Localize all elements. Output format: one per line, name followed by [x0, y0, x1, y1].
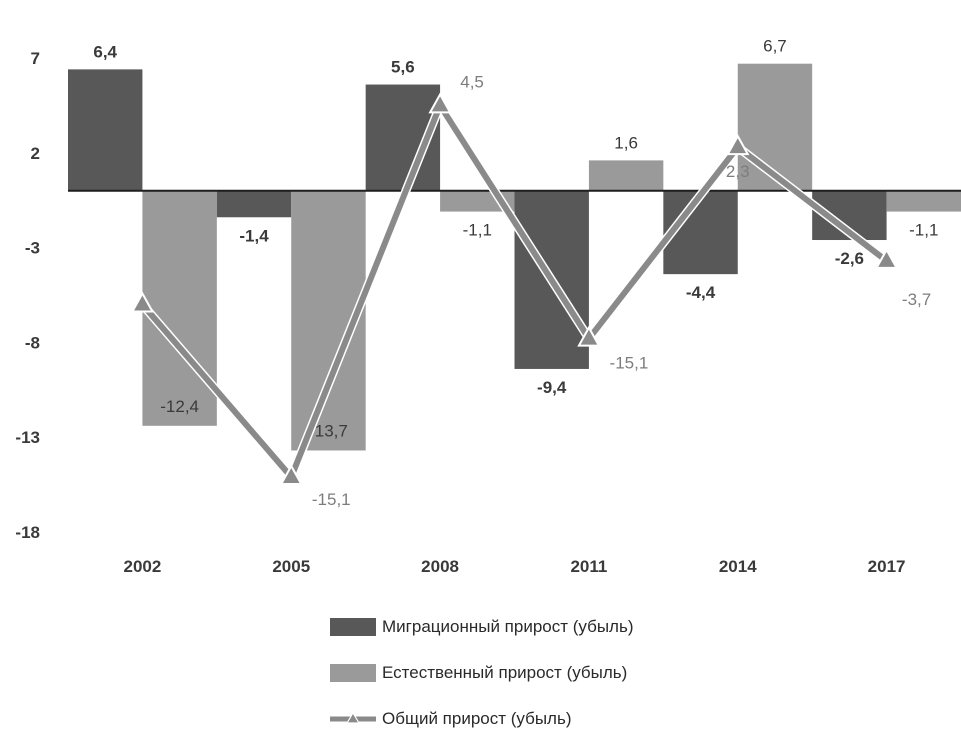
legend-item-total: Общий прирост (убыль): [330, 696, 634, 742]
total-line: [140, 102, 889, 481]
x-tick-label: 2005: [272, 557, 310, 576]
data-label-natural: -1,1: [463, 221, 492, 240]
data-label-total: 4,5: [460, 72, 484, 91]
bar-migration: [216, 190, 292, 218]
total-point-marker: [428, 92, 452, 114]
legend-label-total: Общий прирост (убыль): [382, 709, 572, 728]
total-point-marker: [577, 325, 601, 347]
data-label-total: 2,3: [726, 162, 750, 181]
bar-natural: [142, 190, 217, 426]
data-label-migration: 6,4: [93, 42, 117, 61]
total-point-marker: [726, 134, 750, 156]
legend-swatch-total: [330, 710, 376, 728]
y-tick-label: 7: [31, 49, 40, 68]
bar-natural: [588, 160, 664, 191]
y-tick-label: -3: [25, 239, 40, 258]
bar-natural: [886, 190, 961, 212]
data-label-natural: 6,7: [763, 37, 787, 56]
total-point-marker: [130, 291, 155, 313]
legend-label-migration: Миграционный прирост (убыль): [382, 617, 634, 636]
legend-line-triangle-icon: [330, 711, 376, 724]
legend-label-natural: Естественный прирост (убыль): [382, 663, 628, 682]
data-label-migration: 5,6: [391, 58, 415, 77]
y-tick-label: -13: [15, 428, 40, 447]
y-tick-label: 2: [31, 144, 40, 163]
legend-swatch-migration: [330, 618, 376, 636]
legend-item-migration: Миграционный прирост (убыль): [330, 604, 634, 650]
total-point-marker: [874, 247, 899, 269]
data-label-migration: -1,4: [239, 226, 269, 245]
data-label-migration: -9,4: [537, 378, 567, 397]
bar-natural: [737, 63, 813, 191]
legend-item-natural: Естественный прирост (убыль): [330, 650, 634, 696]
data-label-natural: -1,1: [909, 221, 938, 240]
y-tick-label: -8: [25, 333, 40, 352]
legend-swatch-natural: [330, 664, 376, 682]
data-label-natural: -12,4: [160, 397, 199, 416]
data-label-total: -15,1: [610, 354, 649, 373]
data-label-natural: -13,7: [309, 421, 348, 440]
bar-migration: [68, 69, 143, 191]
x-tick-label: 2011: [570, 557, 607, 576]
x-tick-label: 2008: [421, 557, 459, 576]
x-tick-label: 2017: [868, 557, 906, 576]
chart-plot: 7 2 -3 -8 -13 -18 6,4 -12,4 -1,4 -13,7 5,6 -1,1 -9,4…: [15, 37, 961, 576]
data-label-total: -3,7: [902, 290, 931, 309]
total-point-marker: [279, 463, 303, 486]
chart-legend: Миграционный прирост (убыль) Естественны…: [330, 604, 634, 742]
x-tick-label: 2002: [124, 557, 162, 576]
y-tick-label: -18: [15, 523, 40, 542]
data-label-natural: 1,6: [614, 133, 638, 152]
data-label-total: -15,1: [312, 490, 351, 509]
data-label-migration: -2,6: [835, 249, 864, 268]
data-label-migration: -4,4: [686, 283, 716, 302]
x-tick-label: 2014: [719, 557, 757, 576]
